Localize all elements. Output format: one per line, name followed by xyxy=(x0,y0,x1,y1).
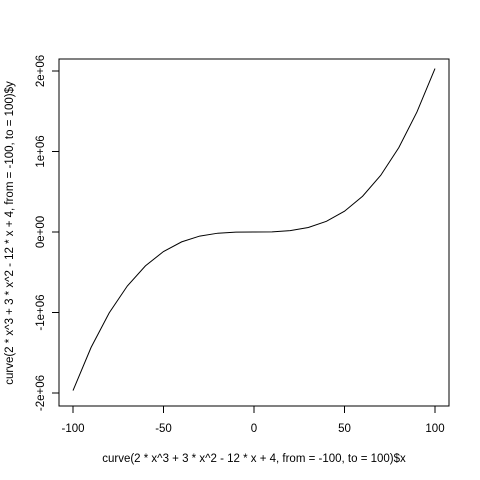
x-axis: -100 -50 0 50 100 xyxy=(61,405,445,435)
y-tick-label: -1e+06 xyxy=(35,294,47,330)
x-axis-title: curve(2 * x^3 + 3 * x^2 - 12 * x + 4, fr… xyxy=(102,453,406,465)
y-tick-label: 1e+06 xyxy=(35,135,47,167)
x-tick-label: -100 xyxy=(61,423,84,435)
y-tick-label: -2e+06 xyxy=(35,375,47,411)
y-tick-label: 0e+00 xyxy=(35,216,47,248)
series-line xyxy=(72,68,436,391)
x-tick-label: 0 xyxy=(251,423,257,435)
y-axis-title: curve(2 * x^3 + 3 * x^2 - 12 * x + 4, fr… xyxy=(4,81,16,385)
x-tick-label: 100 xyxy=(425,423,444,435)
y-tick-label: 2e+06 xyxy=(35,55,47,87)
x-tick-label: 50 xyxy=(338,423,351,435)
x-tick-label: -50 xyxy=(155,423,172,435)
y-axis: -2e+06 -1e+06 0e+00 1e+06 2e+06 xyxy=(35,55,60,411)
